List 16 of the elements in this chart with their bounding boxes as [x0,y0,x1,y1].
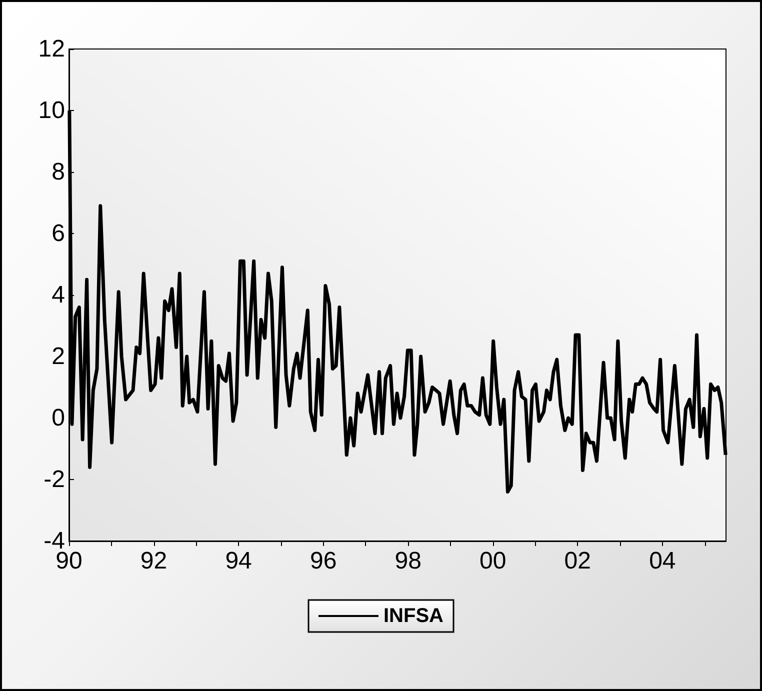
x-tick-label: 98 [394,548,422,574]
x-tick-label: 96 [310,548,337,574]
y-tick-label: 6 [52,220,65,247]
y-tick-label: 8 [52,158,65,186]
y-tick-label: 4 [52,282,65,308]
y-tick-label: 2 [52,343,65,370]
x-tick-label: 94 [225,548,252,574]
x-tick-label: 02 [564,548,591,574]
x-tick-label: 92 [140,548,168,574]
y-tick-label: -2 [44,466,65,493]
x-tick-label: 04 [649,548,676,574]
legend-label: INFSA [384,605,444,627]
x-tick-label: 00 [480,548,506,574]
y-tick-label: 12 [38,36,65,62]
y-tick-label: 0 [52,404,65,432]
y-tick-label: 10 [38,97,65,124]
